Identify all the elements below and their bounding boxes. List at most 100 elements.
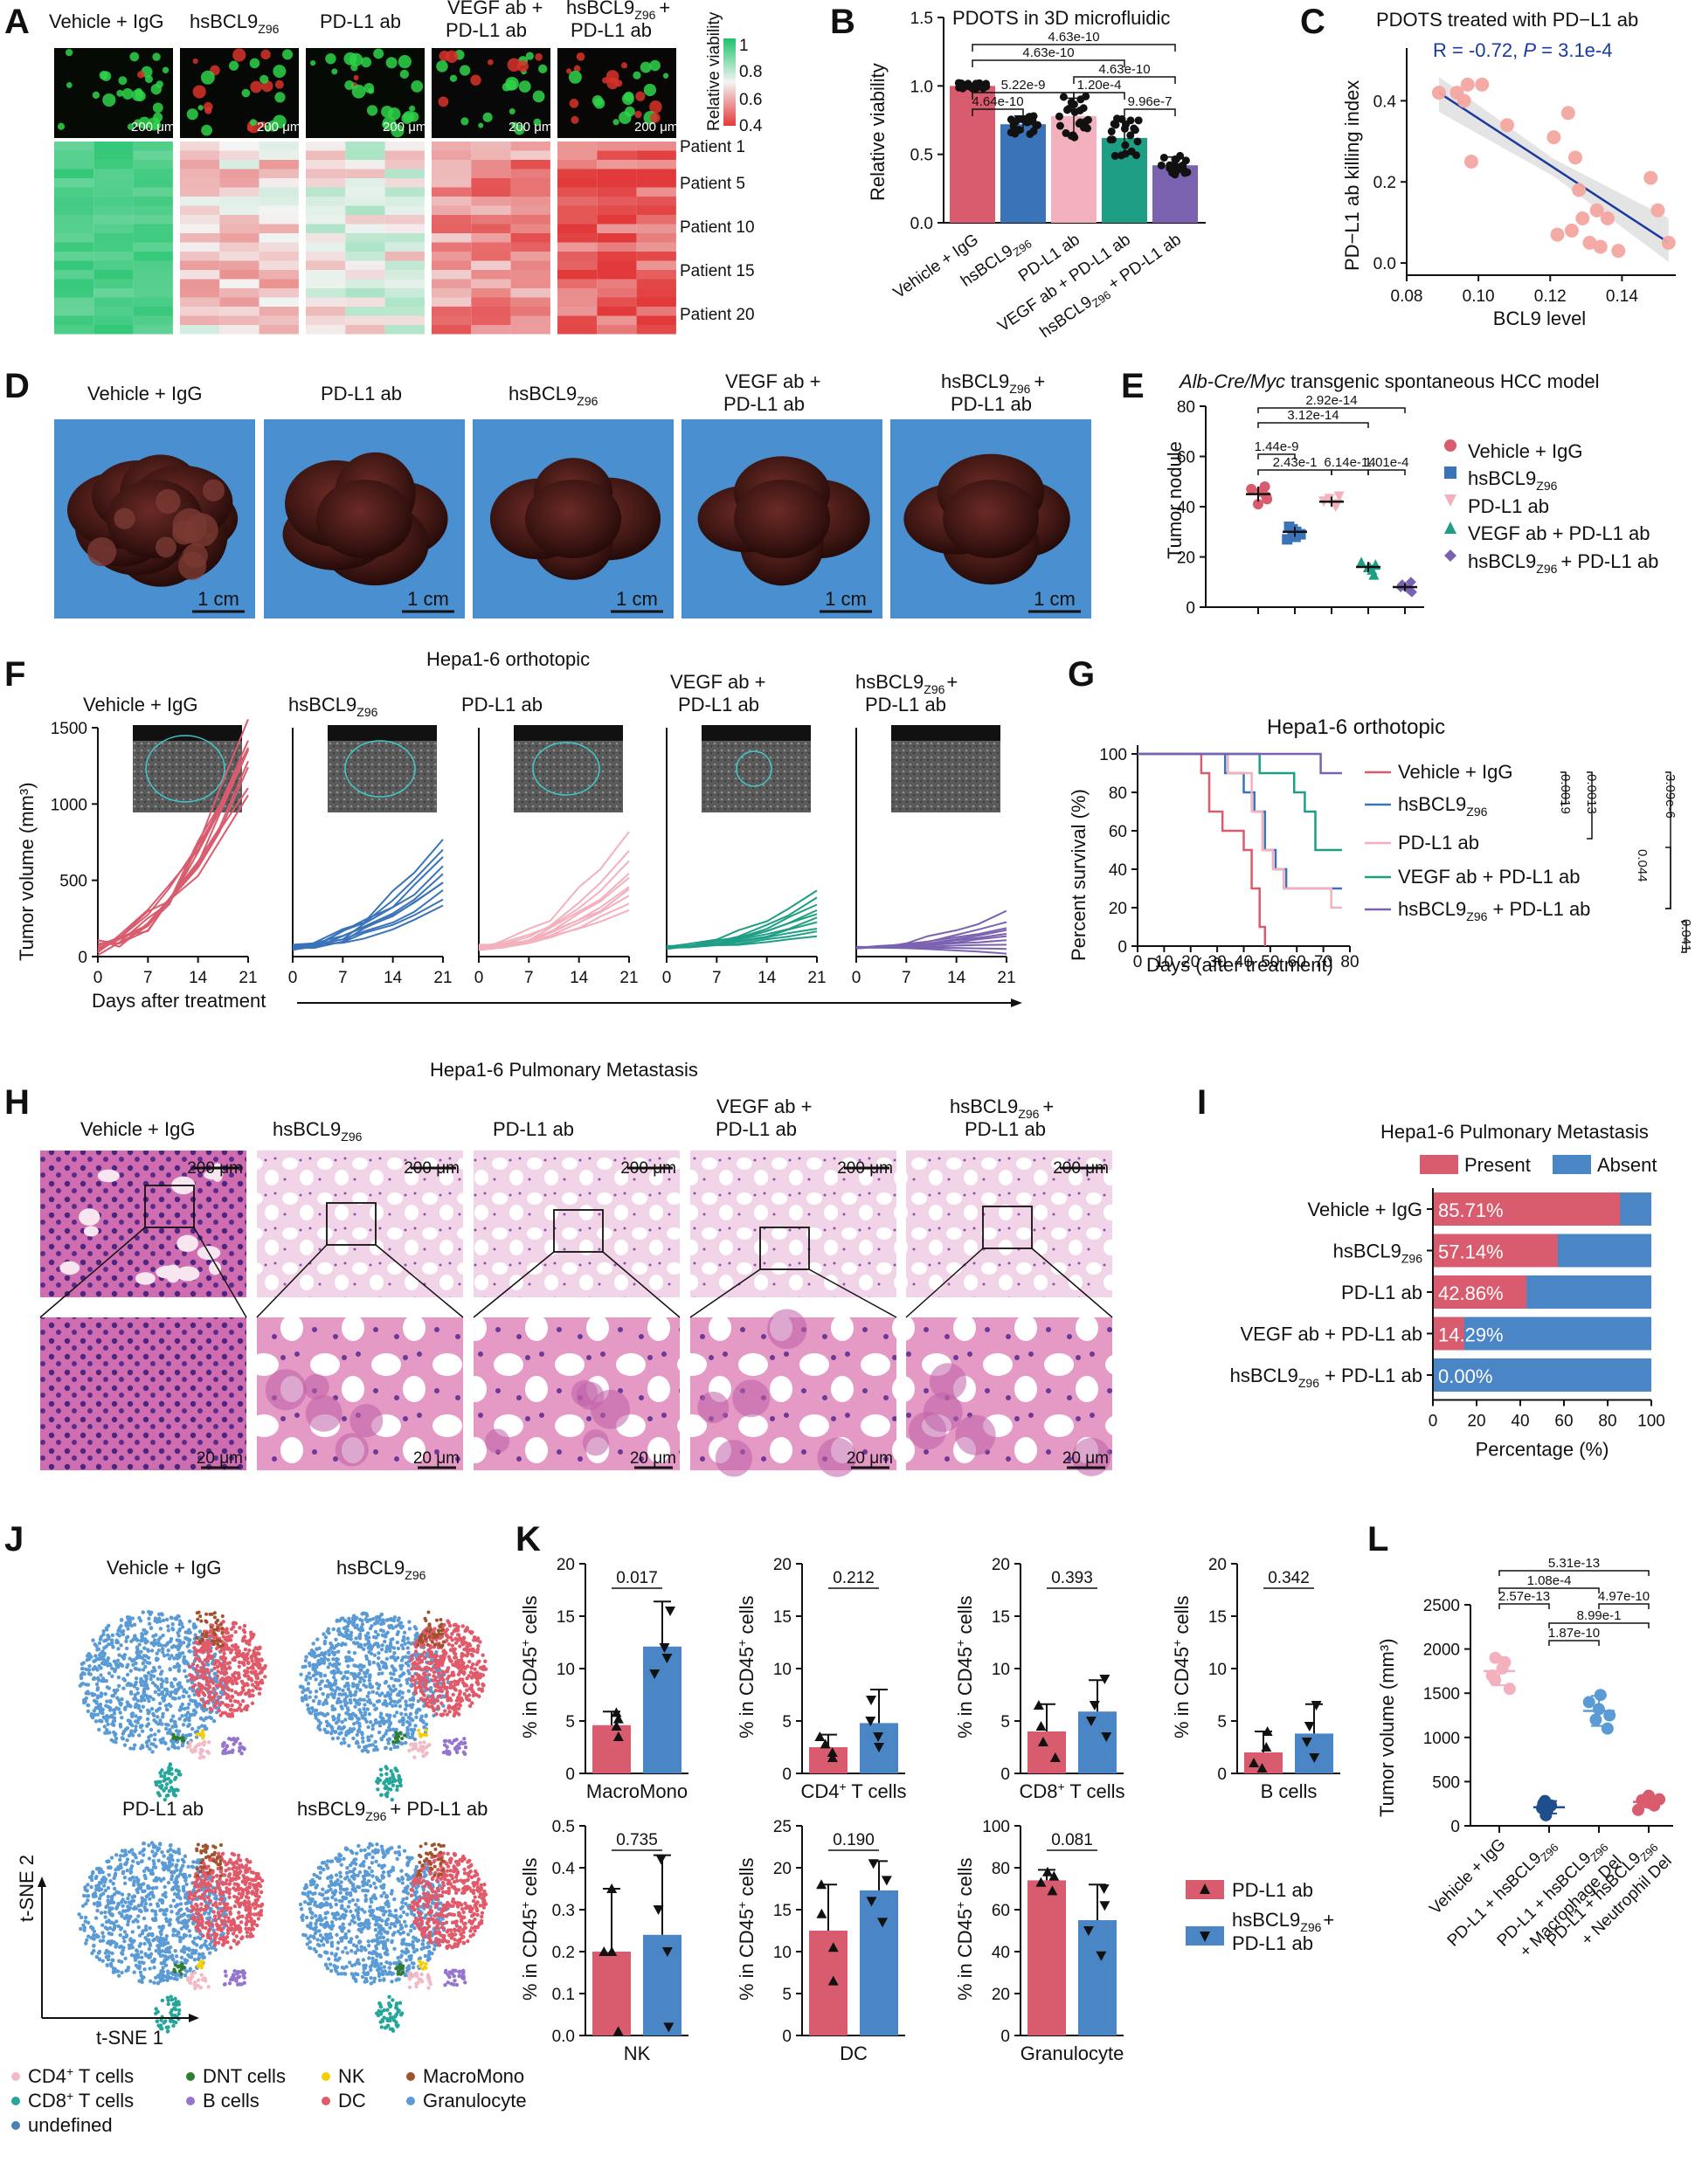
f-header-combo-l1: hsBCL9Z96+ xyxy=(855,671,958,696)
f-tumor-curve xyxy=(478,860,630,947)
h-overview-image xyxy=(690,1151,896,1297)
a-heatmap-cell xyxy=(54,270,94,280)
i-bar-label: 42.86% xyxy=(1438,1282,1504,1304)
j-cell-granulocyte xyxy=(85,1657,89,1662)
j-cell-macromono xyxy=(429,1628,433,1632)
j-cell-dc xyxy=(228,1650,233,1655)
j-cell-dc xyxy=(432,1627,437,1631)
e-point xyxy=(1282,534,1293,545)
f-tumor-curve xyxy=(478,909,630,950)
a-cell-blob xyxy=(344,79,355,90)
h-airspace xyxy=(176,1266,200,1282)
j-cell-macromono xyxy=(439,1644,443,1648)
h-zoom-image xyxy=(40,1317,246,1470)
j-cell-b xyxy=(446,1750,452,1754)
a-heatmap-cell xyxy=(93,242,134,252)
j-cell-granulocyte xyxy=(348,1690,352,1695)
a-heatmap-cell xyxy=(510,242,550,252)
a-heatmap-cell xyxy=(557,205,598,215)
j-cell-dc xyxy=(258,1680,262,1684)
a-heatmap-cell xyxy=(93,142,134,151)
e-bracket xyxy=(1331,469,1369,475)
j-cell-granulocyte xyxy=(381,1618,385,1622)
j-cell-granulocyte xyxy=(102,1879,107,1884)
j-cell-granulocyte xyxy=(364,1612,369,1616)
j-cell-dc xyxy=(222,1663,227,1668)
h-scale-label-bottom: 20 μm xyxy=(847,1449,893,1468)
j-cell-dc xyxy=(423,1655,427,1661)
a-heatmap-cell xyxy=(432,233,472,243)
j-cell-granulocyte xyxy=(86,1709,91,1714)
j-cell-b xyxy=(242,1746,246,1751)
j-cell-granulocyte xyxy=(127,1916,132,1921)
j-cell-granulocyte xyxy=(344,1694,349,1699)
a-legend-tick-3: 0.6 xyxy=(739,91,762,109)
j-cell-granulocyte xyxy=(143,1631,149,1635)
j-cell-dc xyxy=(225,1644,229,1648)
a-heatmap-cell xyxy=(597,315,637,325)
j-cell-dc xyxy=(410,1667,414,1671)
j-cell-granulocyte xyxy=(120,1715,124,1720)
d-tumor-nodule xyxy=(86,536,117,567)
j-cell-granulocyte xyxy=(106,1957,111,1962)
j-cell-macromono xyxy=(216,1642,220,1647)
f-time-arrowhead xyxy=(1011,999,1022,1007)
a-cell-blob xyxy=(363,82,375,93)
e-legend-marker xyxy=(1444,467,1456,479)
j-cell-dc xyxy=(195,1663,200,1669)
j-cell-granulocyte xyxy=(398,1719,402,1724)
a-heatmap-cell xyxy=(259,297,299,307)
j-cell-granulocyte xyxy=(164,1722,169,1727)
j-cell-granulocyte xyxy=(135,1686,140,1691)
j-cell-dc xyxy=(197,1682,201,1686)
j-cell-granulocyte xyxy=(318,1687,323,1691)
j-cell-dc xyxy=(216,1669,220,1674)
j-cell-granulocyte xyxy=(399,1673,404,1677)
j-cell-granulocyte xyxy=(114,1853,119,1857)
j-cell-granulocyte xyxy=(347,1649,351,1655)
d-liver-lobe xyxy=(943,480,1039,558)
b-ytick-label: 1.5 xyxy=(910,10,933,28)
a-heatmap-cell xyxy=(133,224,173,233)
e-legend-hsbcl9-sub: Z96 xyxy=(1536,479,1557,493)
b-pvalue: 1.20e-4 xyxy=(1077,78,1122,93)
j-cell-dc xyxy=(417,1684,422,1690)
j-cell-granulocyte xyxy=(207,1951,212,1955)
j-cell-granulocyte xyxy=(339,1704,343,1709)
j-cell-dc xyxy=(213,1662,218,1666)
j-cell-granulocyte xyxy=(371,1660,377,1665)
a-cell-blob xyxy=(361,57,372,68)
j-cell-granulocyte xyxy=(133,1682,138,1687)
j-cell-granulocyte xyxy=(333,1730,338,1734)
j-cell-granulocyte xyxy=(401,1722,405,1727)
j-cell-granulocyte xyxy=(318,1721,323,1725)
a-cell-blob xyxy=(331,68,338,75)
j-cell-granulocyte xyxy=(163,1862,168,1866)
j-cell-granulocyte xyxy=(379,1737,384,1742)
j-cell-granulocyte xyxy=(158,1943,163,1947)
j-cell-dc xyxy=(430,1704,434,1709)
j-cell-granulocyte xyxy=(125,1726,130,1731)
e-pvalue: 2.43e-1 xyxy=(1273,455,1318,470)
j-cell-macromono xyxy=(416,1643,420,1648)
j-cell-granulocyte xyxy=(340,1720,344,1724)
j-cell-granulocyte xyxy=(356,1745,362,1749)
j-cell-granulocyte xyxy=(85,1938,89,1943)
a-heatmap-cell xyxy=(597,160,637,169)
panel-label-a: A xyxy=(4,3,30,41)
j-cell-granulocyte xyxy=(357,1633,362,1638)
j-cell-dc xyxy=(225,1676,231,1680)
j-cell-dc xyxy=(251,1693,255,1698)
j-cell-dc xyxy=(446,1674,452,1679)
c-point xyxy=(1560,106,1575,121)
j-cell-granulocyte xyxy=(119,1629,123,1634)
j-cell-granulocyte xyxy=(153,1669,157,1673)
j-cell-granulocyte xyxy=(326,1665,330,1669)
j-cell-dc xyxy=(420,1676,426,1680)
j-cell-granulocyte xyxy=(330,1663,336,1668)
j-cell-granulocyte xyxy=(411,1730,415,1735)
j-cell-granulocyte xyxy=(181,1723,186,1727)
j-cell-granulocyte xyxy=(304,1677,308,1682)
b-ytick-label: 1.0 xyxy=(910,78,933,96)
a-heatmap-cell xyxy=(597,205,637,215)
